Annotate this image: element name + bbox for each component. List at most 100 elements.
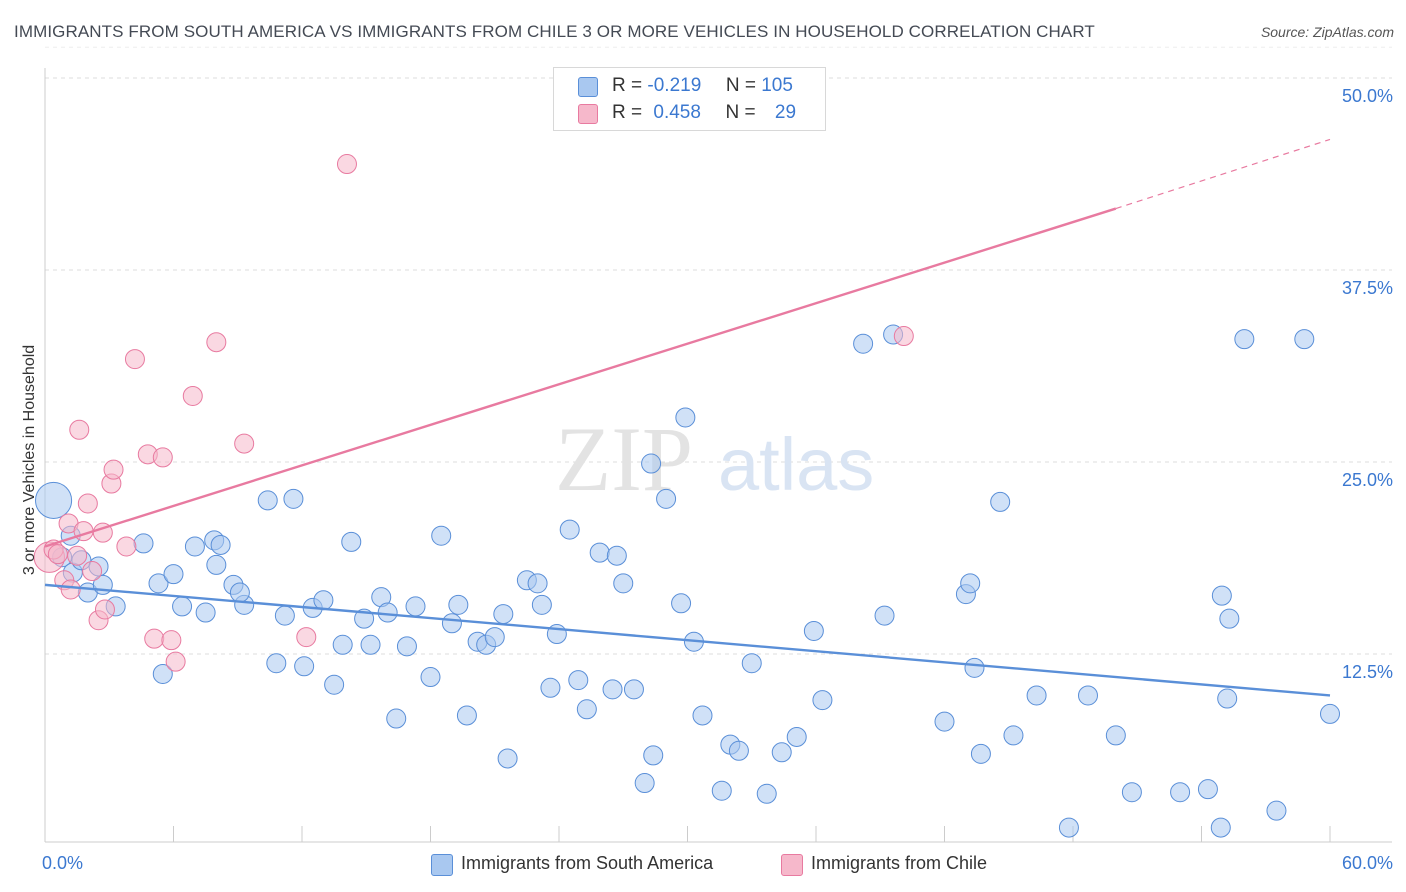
point-south-america-62 [634,773,655,794]
point-south-america-70 [711,780,732,801]
point-chile-5 [60,579,81,600]
legend-r-label: R = [612,75,643,96]
legend-r-value: 0.458 [653,102,701,123]
series-swatch-south-america [431,854,453,876]
trend-line-chile [44,207,1117,548]
point-south-america-24 [274,605,295,626]
point-south-america-102 [1219,608,1240,629]
point-south-america-31 [341,531,362,552]
point-south-america-63 [643,745,664,766]
point-south-america-60 [613,573,634,594]
point-south-america-95 [1217,688,1238,709]
point-south-america-56 [576,699,597,720]
point-south-america-97 [1320,703,1340,724]
point-south-america-66 [671,593,692,614]
point-chile-2 [47,544,68,565]
legend-n-value: 105 [761,75,793,96]
point-south-america-18 [210,534,231,555]
point-chile-25 [234,433,255,454]
point-south-america-59 [606,545,627,566]
point-south-america-57 [589,542,610,563]
point-south-america-30 [332,634,353,655]
point-chile-22 [165,651,186,672]
point-south-america-43 [456,705,477,726]
point-chile-6 [67,545,88,566]
point-south-america-90 [1197,779,1218,800]
point-south-america-25 [283,488,304,509]
point-south-america-15 [195,602,216,623]
y-tick-label: 37.5% [1341,278,1393,298]
point-south-america-74 [756,783,777,804]
y-tick-label: 50.0% [1341,86,1393,106]
point-south-america-36 [386,708,407,729]
point-south-america-33 [360,634,381,655]
point-chile-16 [116,536,137,557]
source-label: Source: ZipAtlas.com [1260,24,1394,40]
point-south-america-16 [206,554,227,575]
point-south-america-10 [148,573,169,594]
series-label-south-america: Immigrants from South America [461,853,714,873]
point-south-america-35 [377,602,398,623]
correlation-legend: R = -0.219 N = 105 R = 0.458 N = 29 [553,67,826,131]
point-chile-26 [296,627,317,648]
point-south-america-52 [540,677,561,698]
point-south-america-51 [531,594,552,615]
point-south-america-54 [559,519,580,540]
x-tick-label: 0.0% [42,853,84,873]
point-south-america-65 [656,488,677,509]
trend-lines [44,138,1331,697]
point-south-america-75 [771,742,792,763]
point-south-america-41 [441,613,462,634]
point-south-america-91 [1210,817,1231,838]
chart-title: IMMIGRANTS FROM SOUTH AMERICA VS IMMIGRA… [14,22,1095,41]
point-chile-13 [94,599,115,620]
point-south-america-46 [484,627,505,648]
point-south-america-55 [568,670,589,691]
point-south-america-48 [497,748,518,769]
point-south-america-29 [324,674,345,695]
point-south-america-42 [448,594,469,615]
watermark-atlas: atlas [718,423,874,506]
point-south-america-82 [934,711,955,732]
point-south-america-37 [396,636,417,657]
point-south-america-78 [812,690,833,711]
series-swatch-chile [781,854,803,876]
point-south-america-22 [257,490,278,511]
point-south-america-88 [1026,685,1047,706]
point-south-america-26 [294,656,315,677]
point-south-america-40 [431,525,452,546]
legend-r-value: -0.219 [647,75,702,96]
point-south-america-86 [970,743,991,764]
point-chile-9 [77,493,98,514]
point-south-america-50 [527,573,548,594]
point-chile-21 [161,630,182,651]
point-chile-17 [124,349,145,370]
legend-r-label: R = [612,102,643,123]
point-south-america-93 [1105,725,1126,746]
point-south-america-100 [1121,782,1142,803]
legend-n-value: 29 [774,102,797,123]
point-chile-24 [206,332,227,353]
point-south-america-64 [641,453,662,474]
point-south-america-96 [1266,800,1287,821]
point-chile-7 [69,419,90,440]
point-south-america-11 [163,564,184,585]
axes [44,68,1392,843]
point-south-america-47 [493,604,514,625]
point-south-america-81 [874,605,895,626]
legend-n-label: N = [725,75,756,96]
point-south-america-12 [152,663,173,684]
point-chile-10 [82,561,103,582]
point-chile-27 [336,154,357,175]
point-south-america-58 [602,679,623,700]
y-tick-label: 12.5% [1341,662,1393,682]
point-south-america-13 [172,596,193,617]
point-south-america-21 [229,582,250,603]
legend-n-label: N = [725,102,756,123]
point-south-america-99 [1058,817,1079,838]
point-south-america-92 [1234,329,1255,350]
point-chile-28 [893,326,914,347]
y-tick-label: 25.0% [1341,470,1393,490]
point-south-america-23 [266,653,287,674]
